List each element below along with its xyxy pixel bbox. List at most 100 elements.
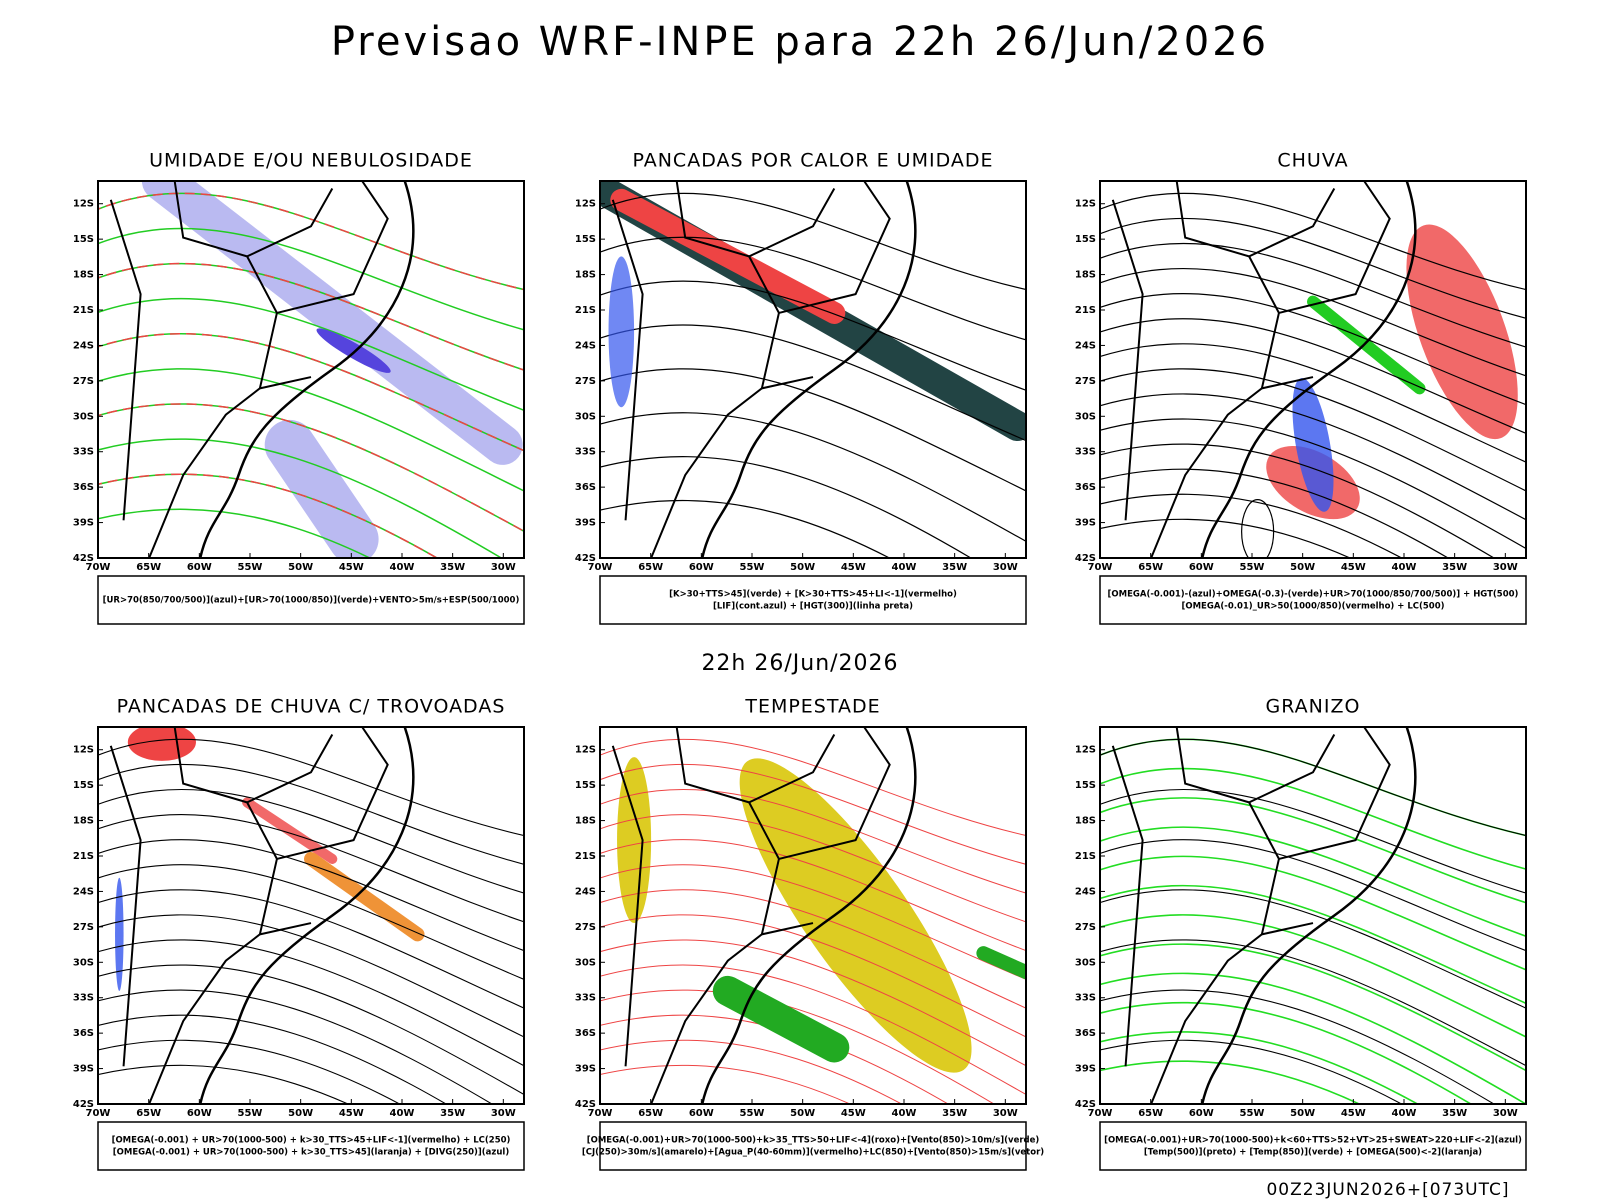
lon-label: 40W: [1392, 1108, 1417, 1119]
contour: [600, 864, 1026, 980]
contour: [1100, 393, 1526, 521]
lat-label: 27S: [575, 922, 596, 933]
legend-box: [599, 575, 1027, 625]
lat-label: 12S: [73, 745, 94, 756]
border: [1111, 181, 1391, 558]
contour: [1100, 368, 1526, 492]
contour: [1100, 972, 1526, 1104]
lon-label: 50W: [790, 1108, 815, 1119]
contour: [98, 1039, 401, 1104]
contour: [1100, 1001, 1473, 1104]
contour: [98, 889, 524, 1009]
contour: [98, 964, 524, 1096]
coastline: [199, 727, 415, 1104]
lat-label: 21S: [575, 851, 596, 862]
contour: [600, 368, 1026, 492]
contour: [98, 989, 494, 1104]
map: [98, 181, 524, 558]
lon-label: 45W: [339, 562, 364, 573]
lon-label: 40W: [390, 1108, 415, 1119]
contour: [1100, 518, 1352, 558]
lat-label: 12S: [73, 199, 94, 210]
lon-label: 60W: [187, 562, 212, 573]
lat-label: 42S: [1075, 553, 1096, 564]
lat-label: 21S: [1075, 305, 1096, 316]
lat-label: 33S: [575, 993, 596, 1004]
lat-label: 39S: [575, 1064, 596, 1075]
legend-text: [OMEGA(-0.01)_UR>50(1000/850)(vermelho) …: [1181, 602, 1444, 612]
lat-label: 18S: [575, 816, 596, 827]
border: [611, 727, 891, 1104]
contour: [1100, 789, 1526, 894]
lat-label: 15S: [1075, 780, 1096, 791]
contour: [600, 500, 891, 558]
lon-label: 70W: [588, 1108, 613, 1119]
legend-box: [97, 1121, 525, 1171]
contour: [600, 839, 1026, 952]
shaded-area: [610, 188, 846, 324]
shaded-area: [608, 256, 635, 408]
coastline: [199, 181, 415, 558]
lat-label: 30S: [73, 411, 94, 422]
shaded-area: [739, 758, 972, 1073]
lat-label: 24S: [1075, 340, 1096, 351]
lat-label: 24S: [575, 340, 596, 351]
contour: [1100, 839, 1526, 952]
contour: [1100, 797, 1526, 904]
lon-label: 30W: [993, 1108, 1018, 1119]
contour: [1100, 855, 1526, 971]
contour: [98, 508, 372, 558]
lon-label: 65W: [638, 562, 663, 573]
lon-label: 55W: [238, 1108, 263, 1119]
lat-label: 30S: [1075, 957, 1096, 968]
lat-label: 24S: [575, 886, 596, 897]
lat-label: 18S: [73, 816, 94, 827]
contour: [1100, 738, 1526, 837]
contour: [1100, 268, 1526, 377]
legend-text: [K>30+TTS>45](verde) + [K>30+TTS>45+LI<-…: [669, 590, 957, 600]
lat-label: 27S: [1075, 376, 1096, 387]
contour: [98, 368, 524, 492]
lat-label: 39S: [73, 1064, 94, 1075]
lon-label: 50W: [1290, 1108, 1315, 1119]
map: [98, 727, 524, 1104]
lat-label: 27S: [575, 376, 596, 387]
lat-label: 39S: [1075, 1064, 1096, 1075]
lat-label: 15S: [575, 234, 596, 245]
lat-label: 33S: [73, 447, 94, 458]
contour: [1100, 318, 1526, 435]
lon-label: 50W: [288, 562, 313, 573]
map: [600, 181, 1026, 558]
contour: [1100, 192, 1526, 291]
lat-label: 39S: [73, 518, 94, 529]
contour: [600, 192, 1026, 291]
lat-label: 12S: [1075, 745, 1096, 756]
border: [109, 727, 389, 1104]
legend-box: [599, 1121, 1027, 1171]
lon-label: 35W: [440, 1108, 465, 1119]
panel-title: TEMPESTADE: [744, 696, 880, 718]
lon-label: 35W: [942, 562, 967, 573]
contour: [600, 1039, 903, 1104]
lat-label: 24S: [73, 886, 94, 897]
contour: [1100, 293, 1526, 406]
lon-label: 65W: [1138, 562, 1163, 573]
shaded-area: [127, 727, 196, 761]
legend-text: [Temp(500)](preto) + [Temp(850)](verde) …: [1144, 1148, 1482, 1158]
shaded-area: [1307, 295, 1426, 395]
contour: [1100, 989, 1496, 1104]
coastline: [1201, 181, 1417, 558]
map: [1100, 181, 1526, 558]
lon-label: 70W: [588, 562, 613, 573]
legend-text: [OMEGA(-0.001)-(azul)+OMEGA(-0.3)-(verde…: [1108, 590, 1519, 600]
lat-label: 18S: [1075, 270, 1096, 281]
contour: [98, 438, 503, 558]
lat-label: 42S: [73, 553, 94, 564]
contour: [600, 989, 995, 1104]
map: [1100, 727, 1526, 1104]
lat-label: 36S: [1075, 482, 1096, 493]
lon-label: 55W: [1240, 562, 1265, 573]
lon-label: 65W: [136, 1108, 161, 1119]
lat-label: 27S: [73, 922, 94, 933]
lat-label: 30S: [73, 957, 94, 968]
